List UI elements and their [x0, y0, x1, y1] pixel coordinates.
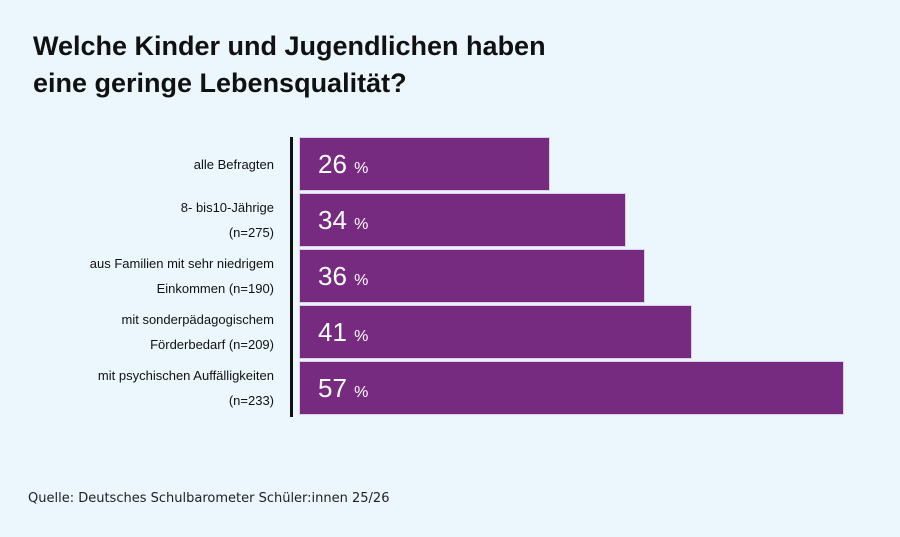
- category-label-line: mit psychischen Auffälligkeiten: [97, 368, 274, 383]
- category-label-line: mit sonderpädagogischem: [121, 312, 274, 327]
- category-label-line: 8- bis10-Jährige: [180, 200, 274, 215]
- bar: 41 %: [299, 305, 692, 359]
- category-label: aus Familien mit sehr niedrigem Einkommen…: [0, 251, 274, 301]
- data-label: 34 %: [318, 205, 369, 235]
- bar: 36 %: [299, 249, 645, 303]
- title-line-2: eine geringe Lebensqualität?: [33, 68, 407, 98]
- bar: 26 %: [299, 137, 550, 191]
- source-note: Quelle: Deutsches Schulbarometer Schüler…: [28, 491, 390, 506]
- y-axis-line: [290, 137, 293, 417]
- category-label: mit sonderpädagogischem Förderbedarf (n=2…: [0, 307, 274, 357]
- chart-title: Welche Kinder und Jugendlichen haben ein…: [33, 28, 546, 102]
- data-label: 41 %: [318, 317, 369, 347]
- category-label-line: Förderbedarf (n=209): [150, 337, 274, 352]
- title-line-1: Welche Kinder und Jugendlichen haben: [33, 31, 546, 61]
- category-label-line: (n=275): [228, 225, 274, 240]
- category-label-line: alle Befragten: [193, 156, 274, 172]
- category-label: alle Befragten: [0, 152, 274, 177]
- bar: 57 %: [299, 361, 844, 415]
- bar: 34 %: [299, 193, 626, 247]
- category-label: mit psychischen Auffälligkeiten (n=233): [0, 363, 274, 413]
- category-label-line: (n=233): [228, 393, 274, 408]
- data-label: 57 %: [318, 373, 369, 403]
- data-label: 36 %: [318, 261, 369, 291]
- category-label: 8- bis10-Jährige (n=275): [0, 195, 274, 245]
- category-label-line: aus Familien mit sehr niedrigem: [89, 256, 274, 271]
- category-label-line: Einkommen (n=190): [156, 281, 274, 296]
- data-label: 26 %: [318, 149, 369, 179]
